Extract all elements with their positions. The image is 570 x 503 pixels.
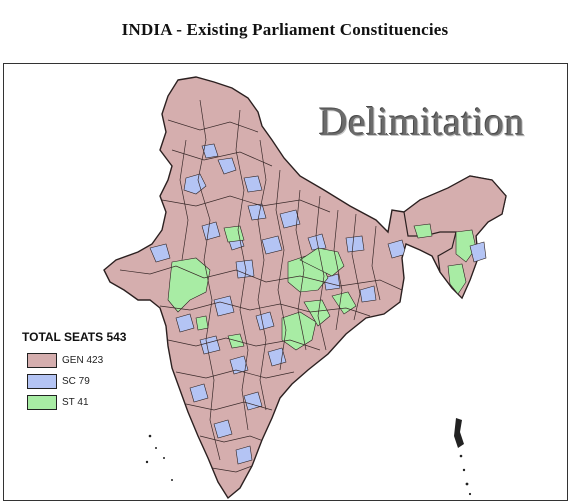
legend-item-gen: GEN 423 xyxy=(27,352,172,369)
page-title: INDIA - Existing Parliament Constituenci… xyxy=(121,20,449,39)
legend-title: TOTAL SEATS 543 xyxy=(22,330,127,344)
legend-label-st: ST 41 xyxy=(62,397,89,408)
sc-regions xyxy=(149,143,407,465)
legend-swatch-st xyxy=(27,395,57,410)
legend-item-sc: SC 79 xyxy=(27,373,172,390)
islands xyxy=(145,418,472,496)
legend-label-sc: SC 79 xyxy=(62,376,90,387)
legend: TOTAL SEATS 543 GEN 423 SC 79 ST 41 xyxy=(22,330,172,415)
constituency-boundaries xyxy=(119,99,403,473)
legend-swatch-sc xyxy=(27,374,57,389)
st-regions xyxy=(167,225,357,351)
legend-item-st: ST 41 xyxy=(27,394,172,411)
northeast-region xyxy=(403,175,507,300)
legend-swatch-gen xyxy=(27,353,57,368)
legend-label-gen: GEN 423 xyxy=(62,355,104,366)
watermark-label: Delimitation xyxy=(319,99,525,144)
